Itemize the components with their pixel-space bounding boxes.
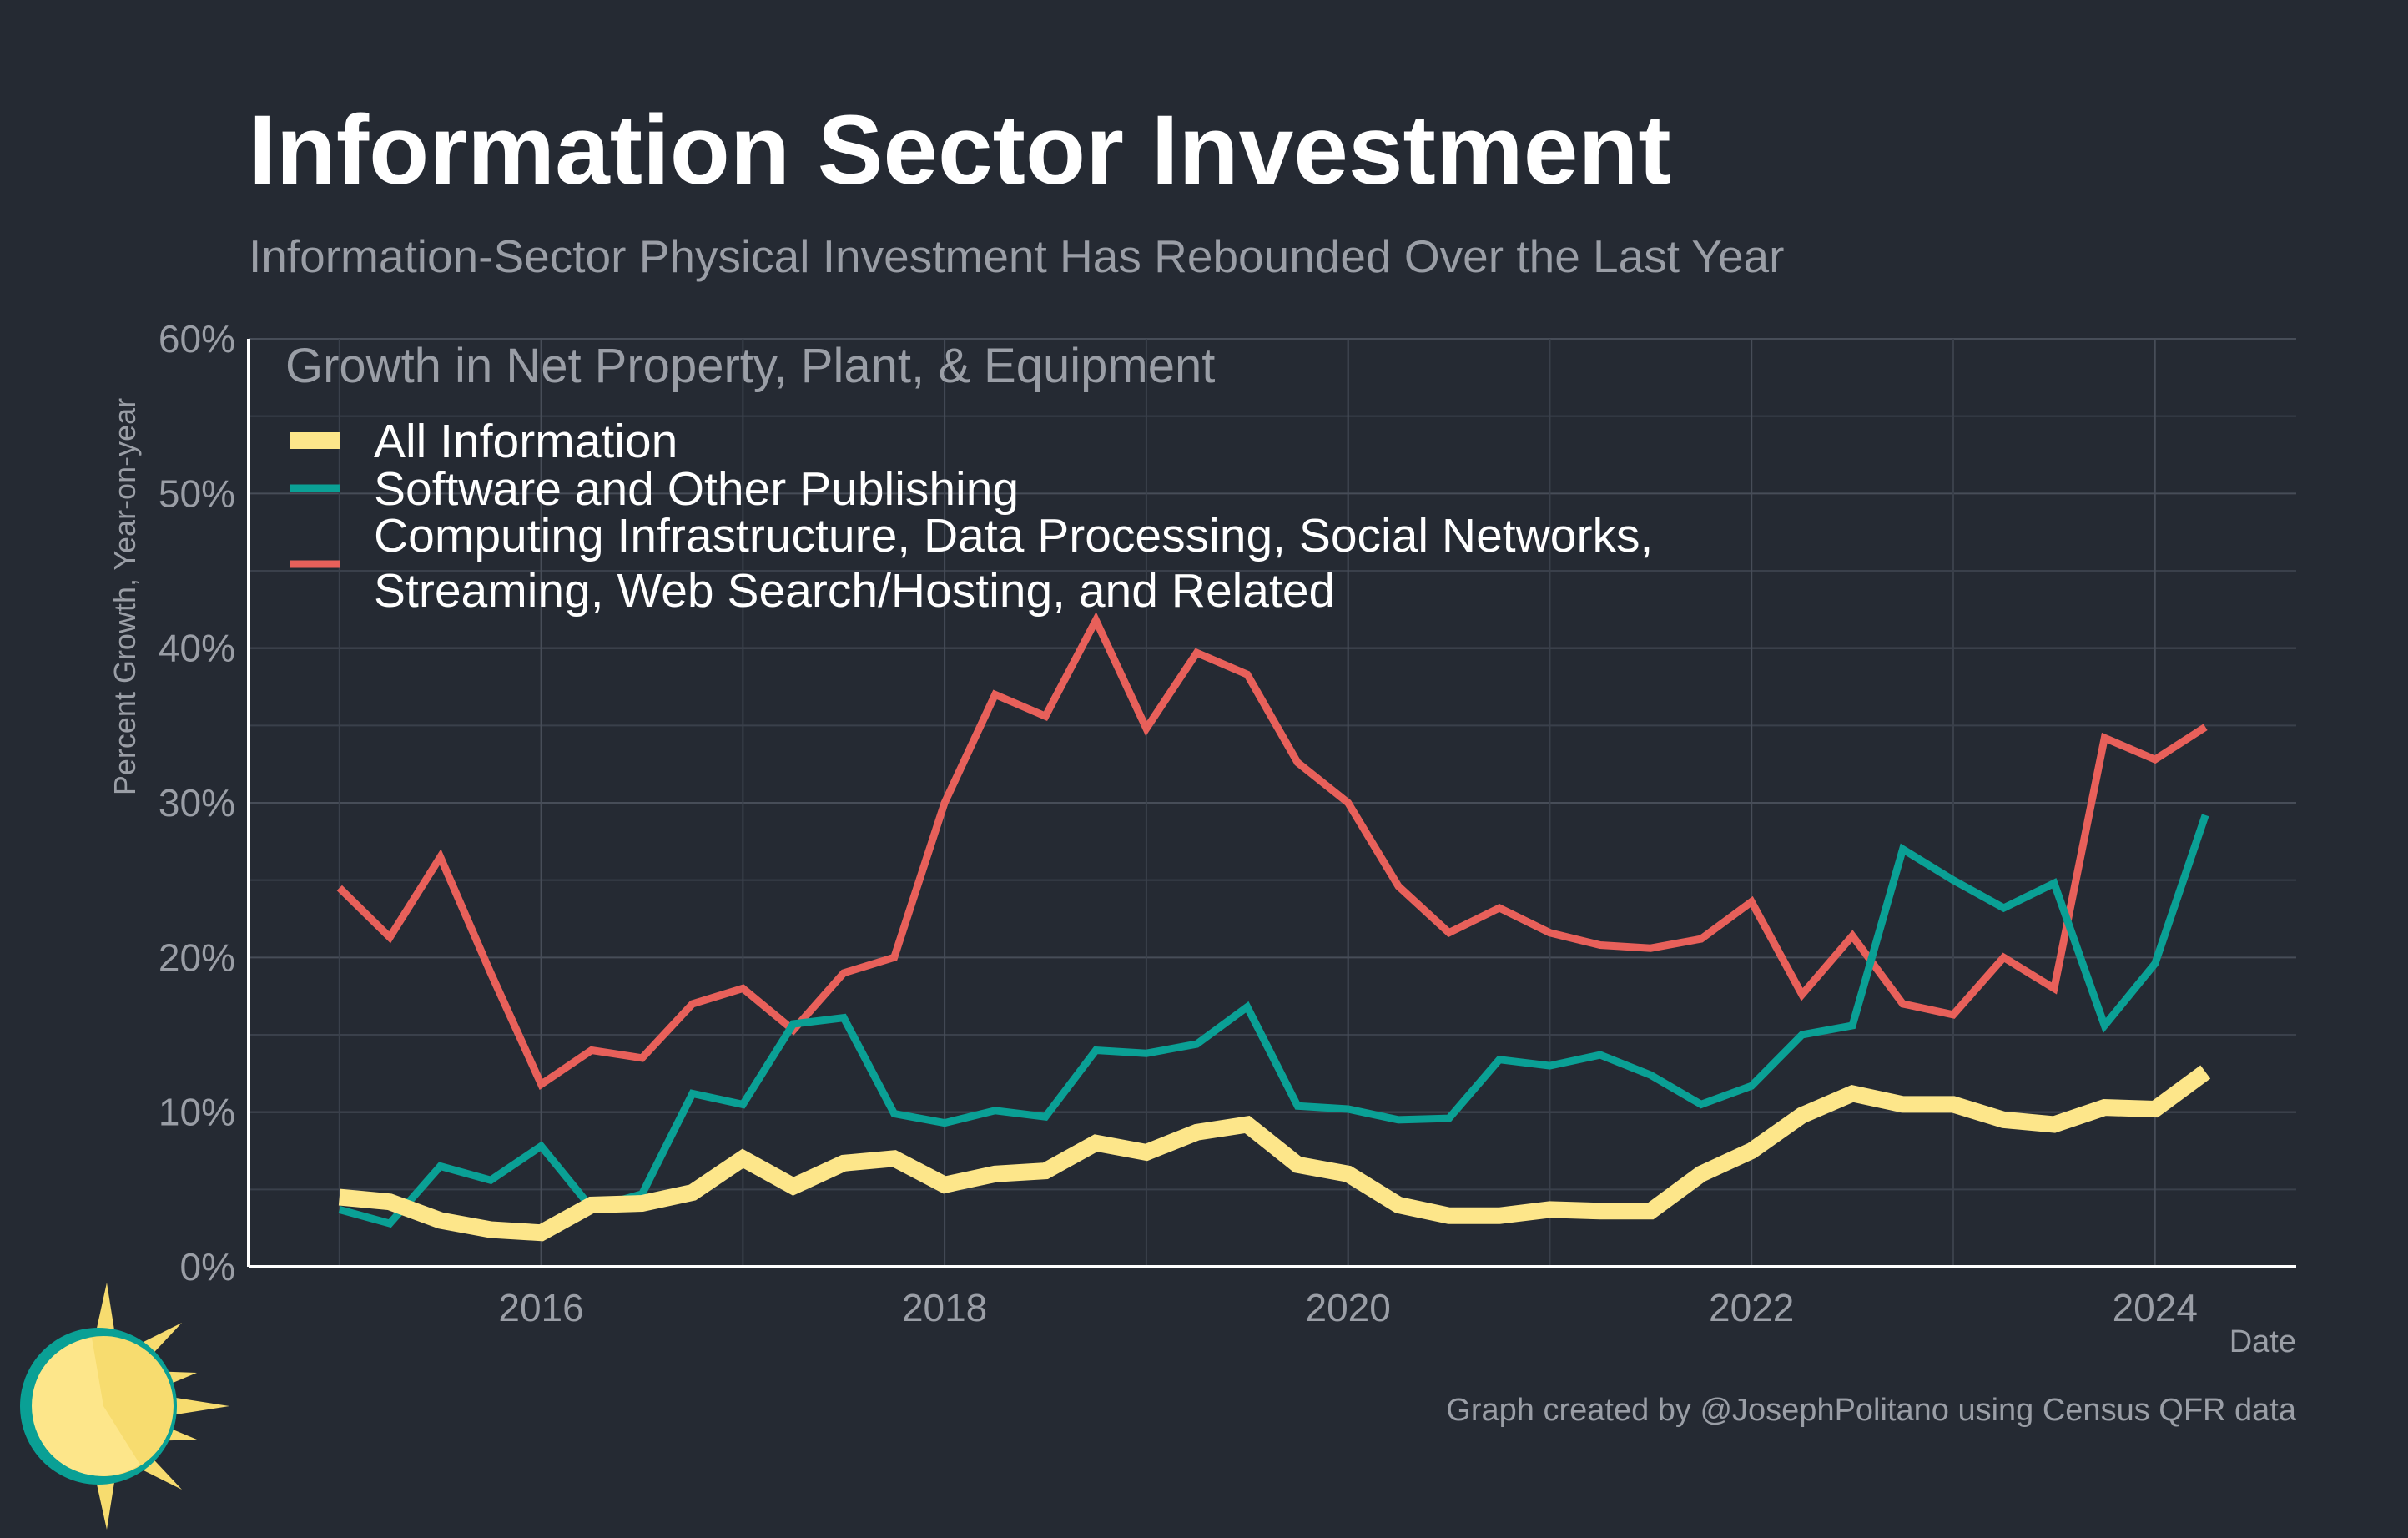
sun-highlight [32, 1338, 140, 1476]
sun-ray [94, 1283, 115, 1339]
series-line-computing-infrastructure [336, 612, 2208, 1091]
axes: 0% 10% 20% 30% 40% 50% 60% 2016 2018 2020 2022 2024 [159, 317, 2296, 1329]
y-axis-label: Percent Growth, Year-on-year [108, 398, 142, 795]
y-tick-label: 40% [159, 627, 235, 670]
y-tick-label: 60% [159, 317, 235, 361]
legend-title: Growth in Net Property, Plant, & Equipme… [285, 339, 1215, 393]
series-lines [336, 612, 2211, 1242]
sun-ray [94, 1473, 115, 1530]
x-tick-label: 2016 [498, 1286, 583, 1329]
series-line-all-information [338, 1065, 2211, 1242]
y-tick-label: 10% [159, 1091, 235, 1134]
chart-caption: Graph created by @JosephPolitano using C… [1446, 1393, 2297, 1428]
y-tick-label: 30% [159, 781, 235, 824]
x-axis-label: Date [2229, 1324, 2296, 1359]
x-tick-label: 2022 [1709, 1286, 1794, 1329]
y-tick-label: 20% [159, 935, 235, 979]
series-line-software [338, 814, 2209, 1228]
chart-title: Information Sector Investment [249, 95, 1671, 205]
sun-logo [20, 1283, 229, 1530]
sun-ray [165, 1396, 229, 1416]
chart-subtitle: Information-Sector Physical Investment H… [249, 230, 1784, 282]
y-tick-label: 50% [159, 471, 235, 515]
legend: Growth in Net Property, Plant, & Equipme… [285, 339, 1653, 618]
legend-label-computing-infrastructure: Computing Infrastructure, Data Processin… [374, 509, 1653, 618]
legend-label-all-information: All Information [374, 415, 678, 468]
x-tick-label: 2024 [2113, 1286, 2198, 1329]
x-tick-label: 2018 [902, 1286, 987, 1329]
x-tick-label: 2020 [1305, 1286, 1390, 1329]
y-tick-label: 0% [180, 1245, 235, 1288]
legend-label-software: Software and Other Publishing [374, 462, 1019, 516]
